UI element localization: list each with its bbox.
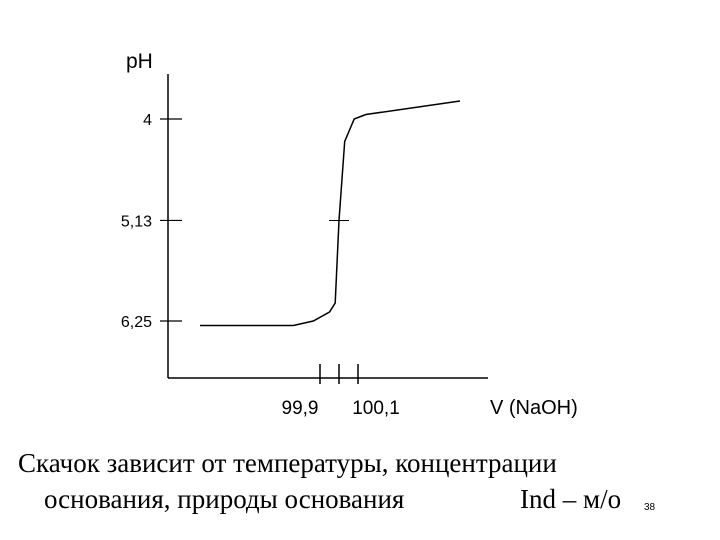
x-tick-label: 100,1 [352, 398, 400, 419]
titration-chart: pH V (NaOH) 4 5,13 6,25 99,9 100,1 [121, 50, 578, 419]
caption-indicator: Ind – м/о [520, 484, 622, 514]
y-axis-label: pH [126, 50, 153, 73]
y-tick-label: 5,13 [121, 213, 152, 230]
x-ticks: 99,9 100,1 [282, 364, 400, 419]
y-ticks: 4 5,13 6,25 [121, 112, 182, 331]
slide-number: 38 [644, 502, 656, 513]
y-tick-label: 4 [143, 112, 152, 129]
y-tick-label: 6,25 [121, 314, 152, 331]
caption-line-2: основания, природы основания [44, 484, 405, 514]
caption-line-1: Скачок зависит от температуры, концентра… [18, 448, 557, 478]
x-axis-label: V (NaOH) [490, 397, 578, 419]
titration-curve [200, 100, 461, 327]
x-tick-label: 99,9 [282, 398, 319, 419]
